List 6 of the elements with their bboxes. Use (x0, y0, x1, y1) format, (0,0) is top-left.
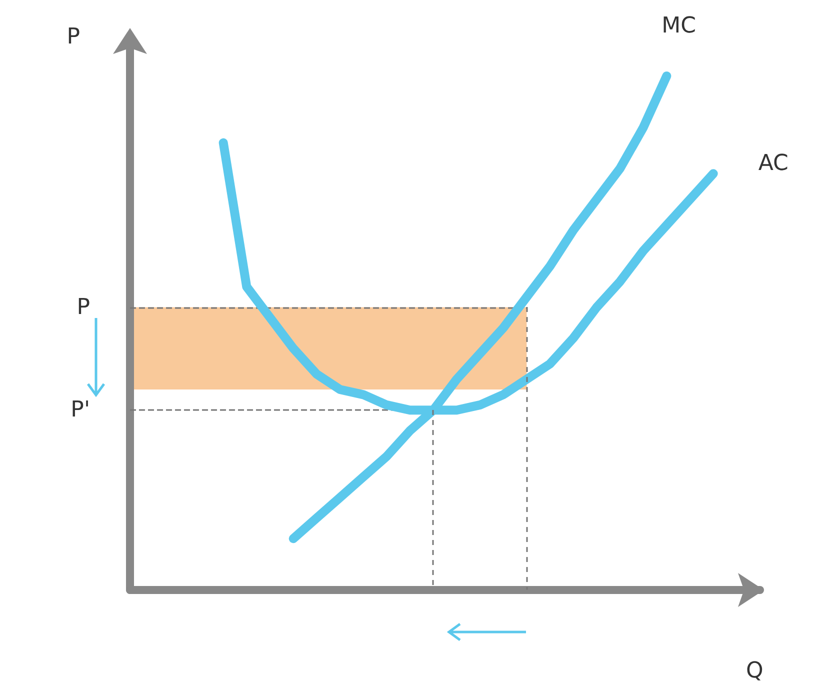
y-axis-title: P (66, 24, 80, 50)
series-label: MC (662, 13, 696, 38)
ref-line-label: P (76, 294, 90, 320)
x-axis-title: Q (746, 658, 764, 684)
ref-line-label: P' (70, 398, 90, 423)
text: AC (758, 151, 788, 176)
